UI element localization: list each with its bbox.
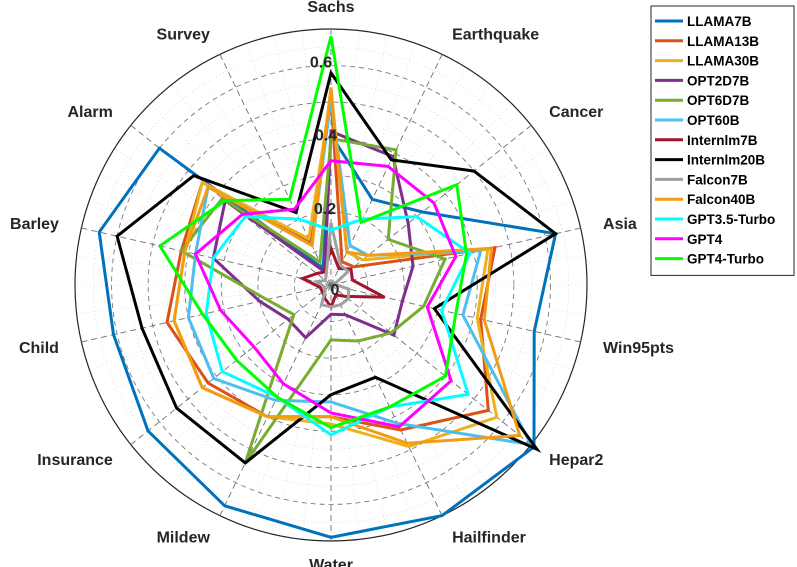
grid-minor-spoke — [330, 284, 548, 422]
grid-spoke — [219, 54, 332, 286]
series-opt6d7b — [179, 136, 448, 464]
axis-label-asia: Asia — [603, 216, 637, 233]
series-gpt4-turbo — [157, 35, 469, 430]
series-llama7b — [97, 130, 558, 539]
grid-minor-spoke — [330, 284, 491, 486]
grid-minor-spoke — [114, 284, 332, 422]
legend-label-gpt4-turbo: GPT4-Turbo — [687, 252, 764, 267]
grid-spoke — [330, 284, 443, 516]
series-opt2d7b — [211, 129, 415, 340]
grid-minor-circle — [239, 193, 423, 377]
grid-minor-spoke — [330, 284, 416, 527]
series-lines — [97, 35, 559, 539]
axis-label-win95pts: Win95pts — [603, 340, 674, 357]
grid-minor-spoke — [330, 200, 573, 286]
axis-label-alarm: Alarm — [67, 104, 112, 121]
rtick-label: 0 — [331, 282, 340, 299]
axis-labels: Sachs Earthquake Cancer Asia Win95pts Hepar2 H… — [10, 0, 674, 567]
legend-label-gpt3-5-turbo: GPT3.5-Turbo — [687, 212, 775, 227]
grid-minor-spoke — [149, 103, 332, 286]
legend-label-internlm7b: Internlm7B — [687, 133, 758, 148]
grid-major-circle — [147, 101, 515, 469]
legend-label-opt2d7b: OPT2D7B — [687, 73, 750, 88]
series-gpt3-5-turbo — [204, 215, 473, 437]
grid-minor-circle — [275, 229, 387, 341]
grid-spoke — [330, 284, 581, 343]
legend-label-opt6d7b: OPT6D7B — [687, 93, 750, 108]
grid-minor-spoke — [330, 284, 573, 370]
grid-minor-spoke — [76, 284, 332, 314]
legend-label-gpt4: GPT4 — [687, 232, 723, 247]
series-opt60b — [186, 98, 534, 447]
axis-label-hepar2: Hepar2 — [549, 452, 603, 469]
rtick-label: 0.6 — [310, 55, 332, 72]
grid-minor-spoke — [100, 173, 332, 286]
series-falcon7b — [312, 222, 351, 309]
radial-tick-labels: 0 0.2 0.4 0.6 — [310, 55, 340, 299]
axis-label-water: Water — [309, 557, 353, 567]
grid-spoke — [219, 284, 332, 516]
axis-label-mildew: Mildew — [157, 529, 211, 546]
grid-spoke — [81, 227, 332, 286]
legend-label-opt60b: OPT60B — [687, 113, 740, 128]
grid-minor-spoke — [330, 284, 513, 467]
rtick-label: 0.4 — [315, 128, 337, 145]
series-internlm20b — [115, 69, 559, 465]
legend-label-llama7b: LLAMA7B — [687, 14, 752, 29]
grid-minor-circle — [92, 46, 570, 524]
legend-label-falcon7b: Falcon7B — [687, 172, 748, 187]
grid-minor-circle — [129, 83, 533, 487]
grid-minor-spoke — [171, 84, 332, 286]
grid-spoke — [330, 125, 532, 286]
grid-minor-spoke — [194, 68, 332, 286]
axis-label-cancer: Cancer — [549, 104, 603, 121]
legend-label-llama13b: LLAMA13B — [687, 34, 759, 49]
axis-label-child: Child — [19, 340, 59, 357]
grid-minor-spoke — [246, 43, 332, 286]
grid-minor-spoke — [330, 284, 468, 502]
series-falcon40b — [172, 87, 522, 445]
legend: LLAMA7B LLAMA13B LLAMA30B OPT2D7B OPT6D7B OPT… — [650, 5, 795, 276]
grid-minor-spoke — [100, 284, 332, 397]
series-llama30b — [172, 94, 499, 449]
legend-label-falcon40b: Falcon40B — [687, 192, 756, 207]
grid-spoke — [330, 227, 581, 286]
axis-label-barley: Barley — [10, 216, 59, 233]
axis-label-sachs: Sachs — [307, 0, 354, 16]
grid-minor-spoke — [330, 284, 360, 540]
axis-label-earthquake: Earthquake — [452, 27, 539, 44]
grid-major-circle — [111, 65, 551, 505]
axis-label-hailfinder: Hailfinder — [452, 529, 526, 546]
legend-label-llama30b: LLAMA30B — [687, 54, 759, 69]
axis-label-survey: Survey — [157, 27, 210, 44]
grid-spoke — [130, 284, 332, 445]
rtick-label: 0.2 — [314, 201, 336, 218]
legend-label-internlm20b: Internlm20B — [687, 153, 765, 168]
series-gpt4 — [193, 159, 458, 429]
grid-minor-spoke — [149, 284, 332, 467]
axis-label-insurance: Insurance — [37, 452, 113, 469]
grid-spoke — [81, 284, 332, 343]
